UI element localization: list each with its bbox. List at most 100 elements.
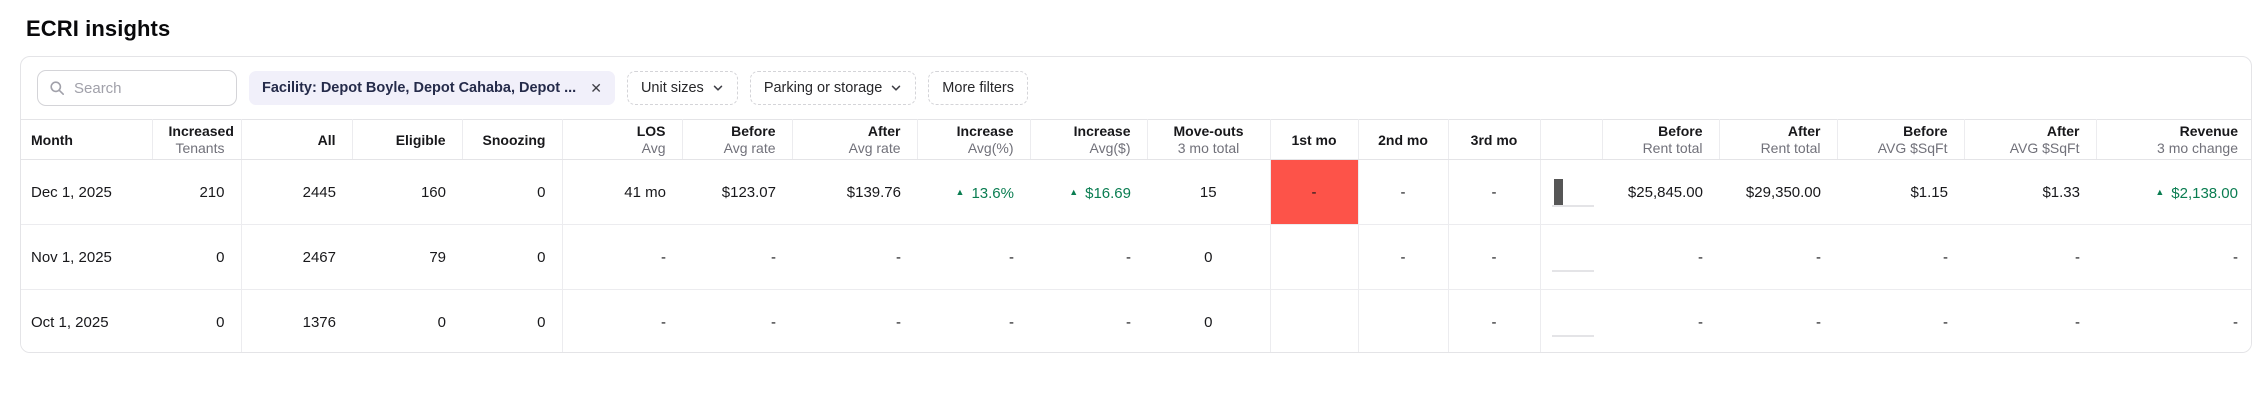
col-1st-mo: 1st mo (1269, 119, 1358, 160)
cell-1st-mo (1269, 289, 1358, 352)
cell-3rd-mo: - (1447, 289, 1540, 352)
cell-increased: 210 (152, 159, 241, 225)
col-los-avg: LOS Avg (561, 119, 682, 160)
col-before-rent-total: Before Rent total (1601, 119, 1719, 160)
cell-los: - (561, 289, 682, 352)
cell-before-rate: $123.07 (682, 159, 792, 225)
cell-before-rent: - (1602, 289, 1719, 352)
cell-eligible: 79 (352, 224, 462, 290)
cell-before-sqft: - (1837, 289, 1964, 352)
cell-revenue: - (2096, 289, 2251, 352)
cell-month: Dec 1, 2025 (21, 159, 152, 225)
cell-2nd-mo (1357, 289, 1448, 352)
cell-before-sqft: $1.15 (1837, 159, 1964, 225)
mini-bar-chart (1541, 290, 1603, 352)
cell-after-rate: $139.76 (792, 159, 917, 225)
cell-after-sqft: - (1964, 289, 2096, 352)
cell-snoozing: 0 (462, 159, 562, 225)
cell-increase-pct: - (917, 289, 1030, 352)
col-eligible: Eligible (351, 119, 462, 160)
cell-increase-usd: - (1030, 224, 1147, 290)
cell-increase-pct: ▲ 13.6% (917, 159, 1030, 225)
col-before-avg-sqft: Before AVG $SqFt (1836, 119, 1964, 160)
trend-up-icon: ▲ (2155, 186, 2165, 197)
cell-month: Nov 1, 2025 (21, 224, 152, 290)
search-icon (50, 81, 64, 95)
col-all: All (240, 119, 352, 160)
chevron-down-icon (713, 85, 723, 91)
cell-after-rent: $29,350.00 (1719, 159, 1837, 225)
cell-all: 1376 (240, 289, 352, 352)
cell-1st-mo (1269, 224, 1358, 290)
cell-before-rent: $25,845.00 (1602, 159, 1719, 225)
parking-or-storage-dropdown[interactable]: Parking or storage (749, 71, 917, 105)
search-input[interactable] (37, 70, 237, 106)
col-moveouts: Move-outs 3 mo total (1146, 119, 1270, 160)
col-trend-chart (1539, 119, 1602, 160)
search-box (37, 70, 237, 106)
cell-snoozing: 0 (462, 289, 562, 352)
cell-increase-usd: - (1030, 289, 1147, 352)
col-3rd-mo: 3rd mo (1447, 119, 1540, 160)
cell-1st-mo-alert: - (1269, 159, 1358, 225)
col-after-avg-sqft: After AVG $SqFt (1963, 119, 2096, 160)
unit-sizes-dropdown[interactable]: Unit sizes (626, 71, 738, 105)
cell-moveouts: 0 (1147, 224, 1270, 290)
table-row: Oct 1, 2025 0 1376 0 0 - - - - - 0 - - -… (21, 289, 2251, 352)
chevron-down-icon (892, 85, 901, 91)
cell-snoozing: 0 (462, 224, 562, 290)
cell-revenue: - (2096, 224, 2251, 290)
col-after-rent-total: After Rent total (1718, 119, 1837, 160)
cell-increased: 0 (152, 289, 241, 352)
cell-eligible: 160 (352, 159, 462, 225)
col-after-avg-rate: After Avg rate (791, 119, 917, 160)
remove-filter-icon[interactable]: ✕ (590, 79, 602, 96)
cell-all: 2445 (240, 159, 352, 225)
cell-before-rate: - (682, 224, 792, 290)
unit-sizes-label: Unit sizes (640, 80, 704, 96)
cell-after-sqft: $1.33 (1964, 159, 2096, 225)
mini-bar-chart (1541, 225, 1603, 289)
cell-trend-chart (1539, 289, 1603, 352)
col-revenue-3mo: Revenue 3 mo change (2095, 119, 2251, 160)
cell-after-rate: - (792, 289, 917, 352)
cell-month: Oct 1, 2025 (21, 289, 152, 352)
cell-2nd-mo: - (1357, 224, 1448, 290)
col-increase-avg-usd: Increase Avg($) (1029, 119, 1147, 160)
cell-los: 41 mo (561, 159, 682, 225)
cell-revenue: ▲ $2,138.00 (2096, 159, 2251, 225)
more-filters-button[interactable]: More filters (928, 71, 1029, 105)
cell-3rd-mo: - (1447, 159, 1540, 225)
col-increased-tenants: Increased Tenants (151, 119, 241, 160)
col-2nd-mo: 2nd mo (1357, 119, 1448, 160)
trend-up-icon: ▲ (955, 186, 965, 197)
ecri-table: Month Increased Tenants All Eligible Snoo… (21, 119, 2251, 352)
table-row: Nov 1, 2025 0 2467 79 0 - - - - - 0 - - … (21, 224, 2251, 290)
ecri-insights-panel: Facility: Depot Boyle, Depot Cahaba, Dep… (20, 56, 2252, 353)
col-increase-avg-pct: Increase Avg(%) (916, 119, 1030, 160)
cell-increase-usd: ▲ $16.69 (1030, 159, 1147, 225)
cell-after-rent: - (1719, 224, 1837, 290)
filters-toolbar: Facility: Depot Boyle, Depot Cahaba, Dep… (21, 57, 2251, 119)
facility-filter-chip[interactable]: Facility: Depot Boyle, Depot Cahaba, Dep… (249, 71, 615, 105)
trend-up-icon: ▲ (1069, 186, 1079, 197)
cell-eligible: 0 (352, 289, 462, 352)
cell-before-rent: - (1602, 224, 1719, 290)
table-header-row: Month Increased Tenants All Eligible Snoo… (21, 119, 2251, 160)
table-row: Dec 1, 2025 210 2445 160 0 41 mo $123.07… (21, 159, 2251, 225)
cell-all: 2467 (240, 224, 352, 290)
cell-trend-chart (1539, 159, 1603, 225)
cell-trend-chart (1539, 224, 1603, 290)
page-title: ECRI insights (26, 16, 171, 41)
facility-filter-label: Facility: Depot Boyle, Depot Cahaba, Dep… (262, 80, 577, 96)
col-before-avg-rate: Before Avg rate (681, 119, 792, 160)
more-filters-label: More filters (942, 80, 1015, 96)
cell-after-rate: - (792, 224, 917, 290)
cell-increase-pct: - (917, 224, 1030, 290)
col-month: Month (21, 119, 152, 160)
cell-los: - (561, 224, 682, 290)
mini-bar-chart (1541, 160, 1603, 224)
cell-3rd-mo: - (1447, 224, 1540, 290)
cell-moveouts: 0 (1147, 289, 1270, 352)
cell-before-sqft: - (1837, 224, 1964, 290)
